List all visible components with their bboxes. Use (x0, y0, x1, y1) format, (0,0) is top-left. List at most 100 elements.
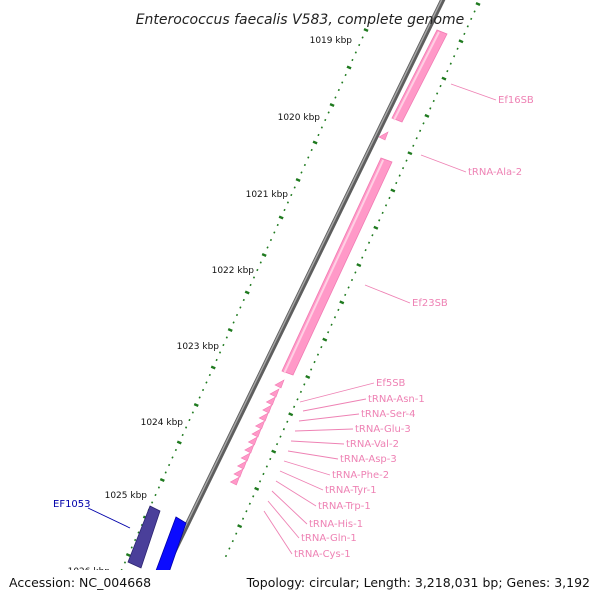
outer-tick (429, 107, 432, 110)
inner-tick (249, 283, 252, 287)
inner-tick (286, 201, 290, 204)
outer-tick (384, 204, 388, 207)
outer-tick (422, 122, 425, 125)
gene-leader-line (87, 507, 131, 529)
feature-leader-line (267, 500, 300, 539)
inner-tick (225, 336, 228, 339)
inner-tick (351, 58, 354, 62)
inner-tick (327, 111, 330, 114)
outer-tick (235, 532, 238, 535)
footer-background (0, 570, 600, 600)
outer-tick (288, 412, 294, 417)
rrna-5s-wedge (274, 379, 285, 389)
outer-tick (466, 25, 469, 28)
outer-tick (449, 62, 452, 65)
inner-tick (171, 456, 174, 459)
inner-tick (168, 463, 171, 467)
inner-tick (266, 246, 269, 249)
inner-tick (293, 186, 296, 189)
inner-tick (290, 193, 293, 197)
outer-tick (245, 510, 248, 513)
feature-label: Ef16SB (498, 95, 534, 106)
inner-tick (130, 546, 133, 549)
inner-tick (320, 126, 323, 129)
feature-label: Ef23SB (412, 298, 448, 309)
trna-wedge (229, 476, 240, 486)
inner-tick (242, 298, 245, 302)
outer-tick (356, 263, 362, 268)
accession-text: Accession: NC_004668 (9, 575, 151, 590)
feature-leader-line (450, 83, 497, 101)
inner-tick (269, 238, 273, 242)
inner-tick (361, 36, 364, 39)
feature-label: tRNA-His-1 (309, 519, 363, 530)
inner-tick (218, 351, 222, 354)
outer-tick (361, 256, 364, 259)
feature-leader-line (263, 510, 293, 555)
inner-tick (354, 51, 357, 54)
inner-tick (151, 501, 154, 504)
feature-label: Ef5SB (376, 378, 406, 389)
outer-tick (405, 159, 408, 162)
outer-tick (275, 442, 279, 446)
inner-tick (134, 538, 137, 542)
outer-tick (320, 345, 323, 349)
inner-tick (259, 261, 262, 264)
backbone-line (147, 0, 446, 600)
inner-tick (256, 268, 259, 272)
feature-label: tRNA-Tyr-1 (325, 485, 377, 496)
kbp-label: 1020 kbp (278, 113, 321, 123)
trna-wedge (251, 428, 262, 438)
inner-tick (329, 103, 335, 107)
outer-tick (299, 390, 303, 394)
outer-tick (313, 360, 316, 364)
inner-tick (174, 448, 177, 452)
outer-tick (279, 435, 282, 438)
inner-tick (244, 290, 250, 295)
kbp-label: 1019 kbp (310, 36, 353, 46)
inner-tick (137, 531, 140, 534)
inner-tick (176, 440, 182, 445)
trna-wedge (258, 412, 269, 422)
outer-tick (439, 84, 442, 88)
outer-tick (333, 316, 337, 319)
outer-tick (381, 211, 384, 215)
inner-tick (205, 381, 208, 384)
outer-tick (330, 323, 333, 326)
outer-tick (453, 55, 456, 58)
inner-tick (222, 343, 225, 347)
outer-tick (269, 457, 272, 461)
inner-tick (358, 43, 361, 47)
outer-tick (337, 308, 340, 311)
inner-tick (157, 486, 161, 489)
kbp-label: 1021 kbp (246, 190, 289, 200)
outer-tick (252, 495, 255, 498)
inner-tick (252, 276, 256, 279)
feature-leader-line (420, 154, 467, 173)
inner-tick (337, 88, 340, 92)
inner-tick (191, 411, 194, 414)
feature-leader-line (279, 470, 324, 491)
gene-ef1053-bar (127, 505, 161, 569)
outer-tick (378, 219, 381, 222)
feature-label: tRNA-Asp-3 (340, 454, 397, 465)
feature-label: tRNA-Glu-3 (355, 424, 411, 435)
inner-tick (125, 553, 131, 557)
rrna-16s-bar-highlight (393, 31, 440, 121)
inner-tick (215, 358, 218, 362)
feature-label: tRNA-Trp-1 (318, 501, 371, 512)
inner-tick (303, 163, 306, 167)
outer-tick (415, 137, 418, 140)
outer-tick (441, 76, 447, 81)
inner-tick (210, 365, 216, 370)
outer-tick (350, 278, 354, 282)
inner-tick (283, 208, 286, 212)
outer-tick (286, 420, 289, 423)
outer-tick (254, 486, 260, 491)
inner-tick (317, 133, 320, 137)
inner-tick (334, 96, 337, 99)
outer-tick (354, 271, 357, 274)
inner-tick (208, 373, 211, 377)
outer-tick (473, 10, 476, 13)
